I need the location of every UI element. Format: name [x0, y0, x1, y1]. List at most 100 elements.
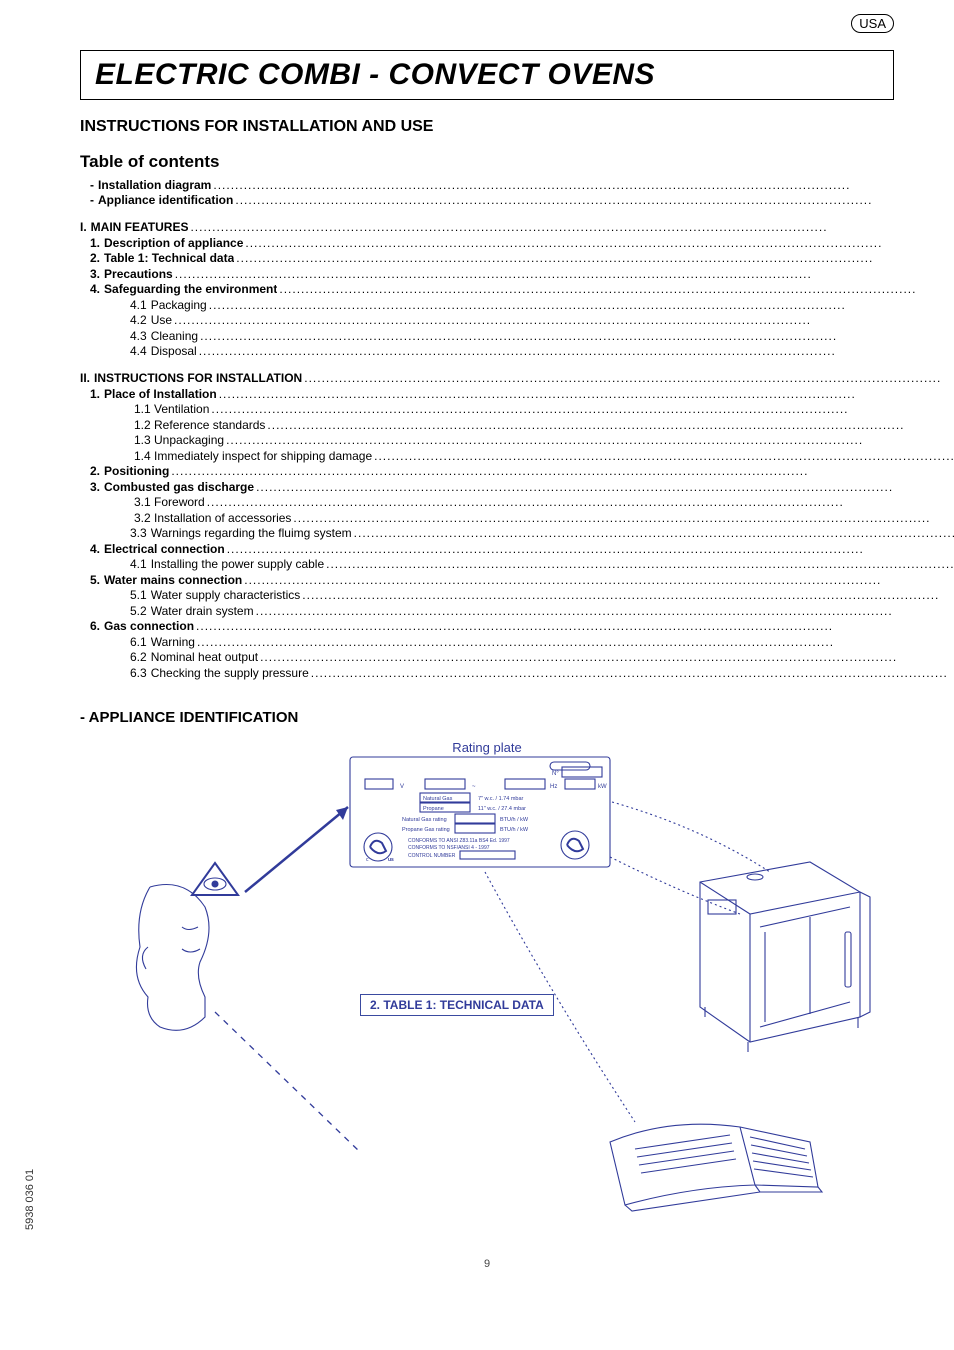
toc-label: 1.4 Immediately inspect for shipping dam…	[134, 449, 372, 463]
toc-num: 5.1	[130, 588, 147, 602]
rating-plate-icon: V ~ Hz kW N° Natural Gas 7" w.c. / 1.74 …	[350, 757, 610, 867]
toc-line: 6.1 Warning 17	[80, 635, 954, 649]
toc-num: 6.2	[130, 650, 147, 664]
toc-label: Place of Installation	[104, 387, 217, 401]
toc-leader	[236, 251, 954, 265]
toc-leader	[213, 178, 954, 192]
toc-leader	[302, 588, 954, 602]
toc-num: 3.3	[130, 526, 147, 540]
svg-text:us: us	[388, 857, 394, 863]
toc-label: 1.2 Reference standards	[134, 418, 265, 432]
toc-line: 4.1 Installing the power supply cable 16	[80, 557, 954, 571]
appliance-illustration: Rating plate V ~ Hz kW N°	[80, 732, 894, 1252]
toc-num: 6.1	[130, 635, 147, 649]
toc-line: 1.1 Ventilation 14	[80, 402, 954, 416]
toc-label: Gas connection	[104, 619, 194, 633]
toc-label: Table 1: Technical data	[104, 251, 234, 265]
doc-code: 5938 036 01	[24, 1168, 36, 1229]
toc-label: Cleaning	[151, 329, 198, 343]
toc-line: 4.1 Packaging 13	[80, 298, 954, 312]
toc-num: 4.1	[130, 557, 147, 571]
toc-leader	[279, 282, 954, 296]
toc-label: Positioning	[104, 464, 169, 478]
toc-label: Water supply characteristics	[151, 588, 301, 602]
main-title: ELECTRIC COMBI - CONVECT OVENS	[95, 58, 879, 92]
toc-num: 5.	[90, 573, 100, 587]
svg-text:~: ~	[472, 784, 476, 790]
toc-leader	[293, 511, 954, 525]
toc-num: 4.1	[130, 298, 147, 312]
subtitle: INSTRUCTIONS FOR INSTALLATION AND USE	[80, 118, 894, 136]
toc-line: 2. Table 1: Technical data 11	[80, 251, 954, 265]
toc-leader	[197, 635, 954, 649]
svg-text:Propane Gas rating: Propane Gas rating	[402, 827, 450, 833]
toc-leader	[190, 220, 954, 234]
toc-label: Water drain system	[151, 604, 254, 618]
toc-leader	[326, 557, 954, 571]
toc-label: INSTRUCTIONS FOR INSTALLATION	[94, 371, 302, 385]
toc-num: 3.	[90, 480, 100, 494]
toc-num: 6.	[90, 619, 100, 633]
toc-leader	[200, 329, 954, 343]
toc-line: 5.1 Water supply characteristics 16	[80, 588, 954, 602]
title-box: ELECTRIC COMBI - CONVECT OVENS	[80, 50, 894, 100]
toc-line: 5.2 Water drain system 16	[80, 604, 954, 618]
toc-line: 1. Place of Installation 14	[80, 387, 954, 401]
toc-label: Description of appliance	[104, 236, 243, 250]
toc-line: 3.3 Warnings regarding the fluimg system…	[80, 526, 954, 540]
toc-leader	[211, 402, 954, 416]
toc-num: 5.2	[130, 604, 147, 618]
toc-leader	[256, 480, 954, 494]
oven-icon	[700, 862, 870, 1052]
page: USA ELECTRIC COMBI - CONVECT OVENS INSTR…	[0, 0, 954, 1290]
toc-leader	[174, 313, 954, 327]
page-number: 9	[80, 1258, 894, 1270]
toc-num: 2.	[90, 464, 100, 478]
toc-leader	[219, 387, 954, 401]
region-badge: USA	[851, 14, 894, 33]
toc-leader	[199, 344, 954, 358]
toc-line: 5. Water mains connection 16	[80, 573, 954, 587]
toc-num: -	[90, 193, 94, 207]
toc-label: Electrical connection	[104, 542, 225, 556]
toc-leader	[374, 449, 954, 463]
svg-text:CONFORMS TO NSF/ANSI 4 - 1997: CONFORMS TO NSF/ANSI 4 - 1997	[408, 845, 490, 851]
svg-text:Hz: Hz	[550, 784, 557, 790]
svg-text:7" w.c. / 1.74 mbar: 7" w.c. / 1.74 mbar	[478, 796, 524, 802]
toc-leader	[227, 542, 954, 556]
toc-leader	[171, 464, 954, 478]
toc-label: MAIN FEATURES	[91, 220, 189, 234]
toc-label: Appliance identification	[98, 193, 233, 207]
toc-line: 4.4 Disposal 13	[80, 344, 954, 358]
toc-label: Warning	[151, 635, 195, 649]
rating-plate-label: Rating plate	[452, 740, 521, 755]
toc-leader	[175, 267, 954, 281]
toc-label: Nominal heat output	[151, 650, 258, 664]
toc-num: 4.	[90, 282, 100, 296]
toc-label: 1.3 Unpackaging	[134, 433, 224, 447]
toc-leader	[245, 236, 954, 250]
toc-line: 1.2 Reference standards 14	[80, 418, 954, 432]
toc-line: 4. Electrical connection 15	[80, 542, 954, 556]
toc-leader	[354, 526, 954, 540]
toc-num: II.	[80, 371, 90, 385]
toc-line: 3. Precautions 12	[80, 267, 954, 281]
toc-label: Use	[151, 313, 172, 327]
toc-num: 4.	[90, 542, 100, 556]
toc-leader	[235, 193, 954, 207]
toc-line: 1.4 Immediately inspect for shipping dam…	[80, 449, 954, 463]
toc-num: 1.	[90, 236, 100, 250]
toc-label: Combusted gas discharge	[104, 480, 254, 494]
toc-num: 4.2	[130, 313, 147, 327]
toc-line: 3.1 Foreword 14	[80, 495, 954, 509]
manual-icon	[610, 1124, 822, 1211]
svg-text:Propane: Propane	[423, 806, 444, 812]
svg-text:V: V	[400, 784, 404, 790]
toc-num: -	[90, 178, 94, 192]
toc-label: 3.1 Foreword	[134, 495, 205, 509]
toc-line: 6.2 Nominal heat output 17	[80, 650, 954, 664]
toc-leader	[304, 371, 954, 385]
toc-line: 1.3 Unpackaging 14	[80, 433, 954, 447]
toc-leader	[311, 666, 954, 680]
toc-columns: Table of contents Page - Installation di…	[80, 148, 894, 689]
